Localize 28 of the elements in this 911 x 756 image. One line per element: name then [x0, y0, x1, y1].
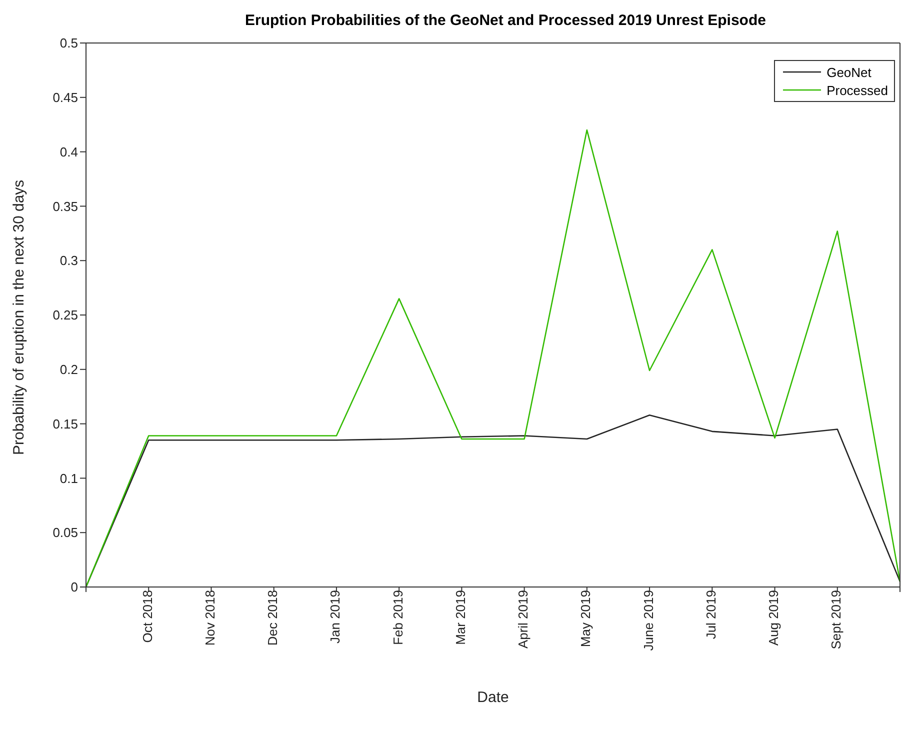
y-tick-label: 0.4: [60, 144, 78, 160]
x-tick-label: Feb 2019: [390, 590, 406, 645]
y-tick-label: 0.1: [60, 470, 78, 486]
x-tick-label: Dec 2018: [265, 590, 280, 646]
x-tick-label: Oct 2018: [140, 590, 155, 643]
legend-label: GeoNet: [826, 64, 872, 80]
y-tick-label: 0.3: [60, 253, 78, 268]
y-tick-label: 0.25: [52, 308, 78, 323]
x-tick-label: April 2019: [516, 590, 531, 649]
x-tick-label: Jul 2019: [703, 590, 718, 640]
x-tick-label: June 2019: [640, 590, 656, 651]
chart-title: Eruption Probabilities of the GeoNet and Processed 2019 Unrest Episode: [244, 12, 767, 29]
legend-label: Processed: [826, 82, 888, 98]
x-tick-label: Nov 2018: [202, 590, 218, 646]
y-axis-title: Probability of eruption in the next 30 days: [10, 180, 28, 455]
y-tick-label: 0.15: [52, 416, 78, 432]
x-axis-title: Date: [477, 689, 509, 706]
x-tick-label: May 2019: [578, 590, 594, 648]
y-tick-label: 0.45: [52, 90, 78, 106]
x-tick-label: Aug 2019: [766, 590, 781, 646]
y-tick-label: 0: [70, 580, 78, 595]
y-tick-label: 0.5: [60, 36, 78, 51]
x-tick-label: Sept 2019: [828, 590, 844, 650]
y-tick-label: 0.05: [52, 525, 78, 540]
x-tick-label: Jan 2019: [328, 590, 343, 644]
y-tick-label: 0.35: [52, 198, 78, 214]
y-tick-label: 0.2: [60, 362, 78, 378]
x-tick-label: Mar 2019: [452, 590, 468, 645]
